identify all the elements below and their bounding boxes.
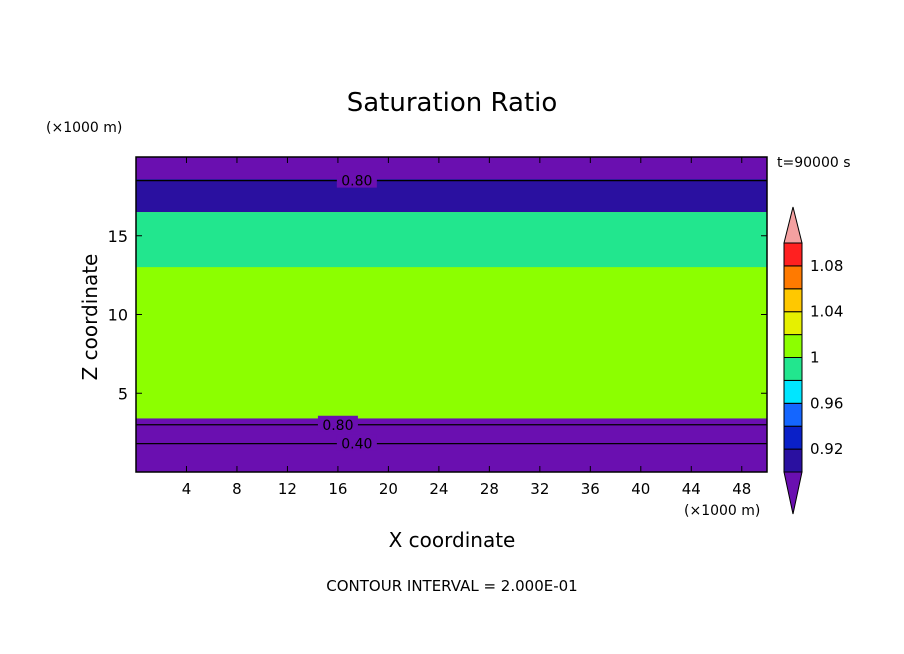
x-tick-label-10: 44 [682,480,701,498]
field-band-2 [136,212,767,268]
chart-title: Saturation Ratio [346,88,558,118]
colorbar-extend-bottom [783,471,803,515]
field-band-1 [136,179,767,213]
x-tick-label-0: 4 [182,480,192,498]
y-tick-label-2: 15 [108,227,128,246]
contour-interval-note: CONTOUR INTERVAL = 2.000E-01 [326,577,578,595]
contour-label-bg-2 [336,434,377,451]
field-band-4 [136,418,767,472]
colorbar-label-2: 1 [810,349,820,367]
x-tick-label-2: 12 [278,480,297,498]
colorbar-box-7 [783,288,803,313]
contour-label-1: 0.80 [322,418,353,434]
colorbar-label-1: 0.96 [810,394,843,412]
field-band-3 [136,267,767,419]
colorbar-label-4: 1.08 [810,257,843,275]
x-tick-label-11: 48 [732,480,751,498]
colorbar-box-3 [783,379,803,404]
x-axis-unit: (×1000 m) [684,503,761,519]
x-tick-label-8: 36 [581,480,600,498]
colorbar-box-5 [783,334,803,359]
y-tick-label-1: 10 [108,306,128,325]
colorbar-box-2 [783,402,803,427]
y-tick-label-0: 5 [118,384,128,403]
x-tick-label-7: 32 [530,480,549,498]
colorbar-box-0 [783,448,803,473]
x-tick-label-3: 16 [328,480,347,498]
x-tick-label-6: 28 [480,480,499,498]
x-tick-label-4: 20 [379,480,398,498]
contour-label-bg-1 [317,415,358,432]
x-tick-label-9: 40 [631,480,650,498]
contour-label-0: 0.80 [341,174,372,190]
colorbar-box-6 [783,311,803,336]
colorbar-label-0: 0.92 [810,440,843,458]
field-band-0 [136,157,767,180]
x-tick-label-5: 24 [429,480,448,498]
colorbar-box-8 [783,265,803,290]
colorbar-extend-top [783,206,803,244]
x-axis-label: X coordinate [388,528,516,552]
contour-label-bg-0 [336,171,377,188]
colorbar-box-4 [783,357,803,381]
x-tick-label-1: 8 [232,480,242,498]
colorbar-box-9 [783,242,803,267]
colorbar-label-3: 1.04 [810,303,843,321]
time-label: t=90000 s [777,155,851,171]
colorbar-box-1 [783,425,803,450]
contour-label-2: 0.40 [341,437,372,453]
y-axis-unit: (×1000 m) [46,120,123,136]
